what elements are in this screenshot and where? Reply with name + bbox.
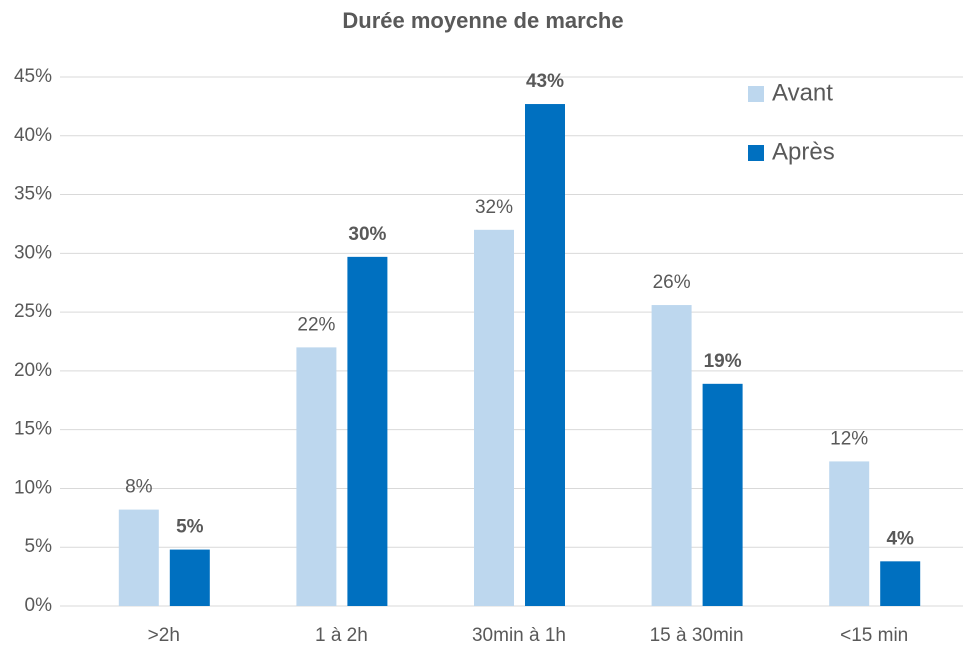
y-tick-label: 30% xyxy=(14,242,52,263)
value-label: 22% xyxy=(297,314,335,335)
y-tick-label: 5% xyxy=(25,536,53,557)
y-tick-label: 0% xyxy=(25,595,53,616)
y-tick-label: 35% xyxy=(14,184,52,205)
bar xyxy=(296,347,337,606)
bar xyxy=(880,561,921,606)
legend-label: Avant xyxy=(772,79,833,106)
x-tick-label: <15 min xyxy=(840,625,908,646)
value-label: 30% xyxy=(348,224,386,245)
chart-title: Durée moyenne de marche xyxy=(342,8,623,33)
legend-swatch xyxy=(748,145,764,161)
bar xyxy=(829,461,870,606)
value-label: 8% xyxy=(125,477,153,498)
value-label: 26% xyxy=(653,272,691,293)
value-label: 32% xyxy=(475,197,513,218)
bar xyxy=(525,104,565,606)
bar xyxy=(347,256,388,606)
bar xyxy=(169,549,210,606)
legend-swatch xyxy=(748,86,764,102)
value-label: 19% xyxy=(704,351,742,372)
y-tick-label: 15% xyxy=(14,419,52,440)
x-tick-label: 30min à 1h xyxy=(472,625,566,646)
x-tick-label: >2h xyxy=(148,625,180,646)
x-tick-label: 1 à 2h xyxy=(315,625,368,646)
bar xyxy=(702,383,743,606)
legend-label: Après xyxy=(772,138,835,165)
value-label: 12% xyxy=(830,428,868,449)
y-tick-label: 25% xyxy=(14,301,52,322)
bar xyxy=(651,305,692,606)
bar xyxy=(118,509,159,606)
value-label: 4% xyxy=(886,528,914,549)
bar xyxy=(474,229,514,607)
y-tick-label: 40% xyxy=(14,125,52,146)
y-tick-label: 20% xyxy=(14,360,52,381)
x-tick-label: 15 à 30min xyxy=(650,625,744,646)
y-tick-label: 45% xyxy=(14,66,52,87)
value-label: 43% xyxy=(526,71,564,92)
value-label: 5% xyxy=(176,517,204,538)
y-tick-label: 10% xyxy=(14,477,52,498)
